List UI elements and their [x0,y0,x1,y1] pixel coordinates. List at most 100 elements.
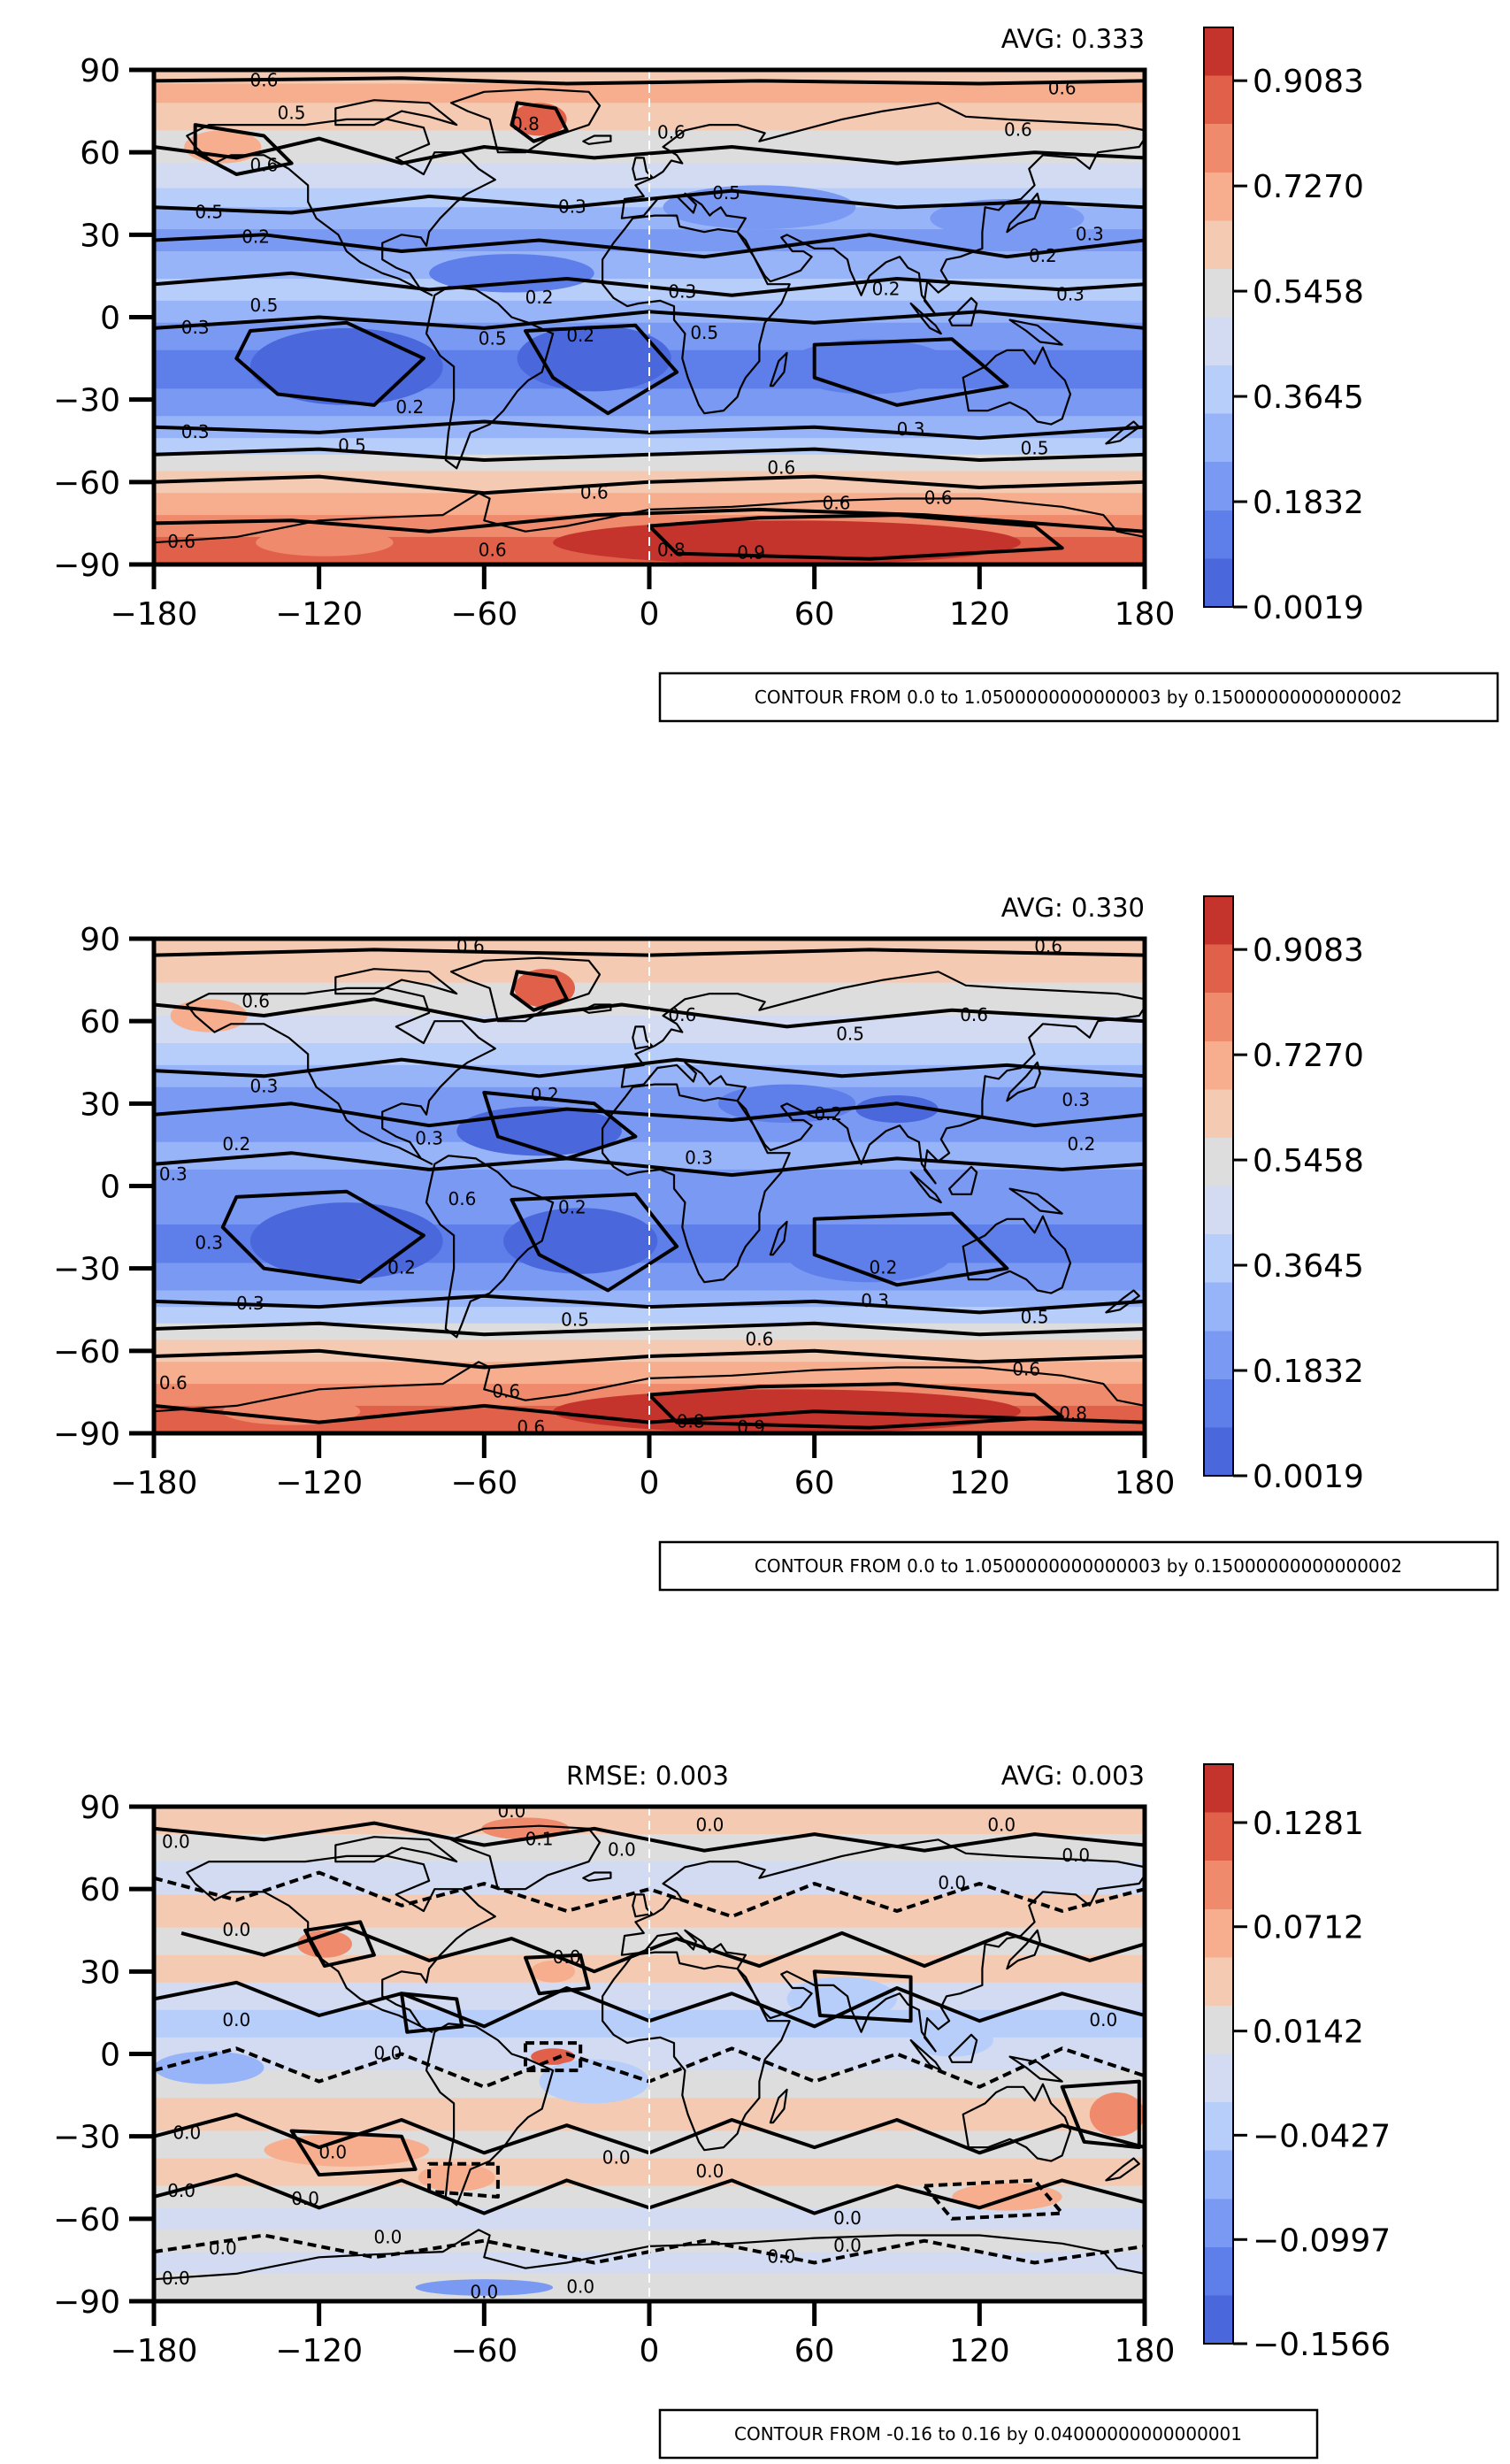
contour-label-22: 0.0 [374,2227,402,2248]
contour-label-1: 0.1 [525,1828,554,1849]
colorbar-tick-label-5: 0.0019 [1253,1459,1364,1495]
field-blob-9 [256,528,394,557]
contour-label-31: 0.6 [517,1416,545,1438]
contour-line-13 [510,970,569,1012]
contour-label-16: 0.3 [685,1147,713,1168]
panel-2: AVG: 0.330 0.6 0.60.60.6 0.60.50.3 0.2 0.30.… [53,893,1499,1592]
x-tick-label-5: 120 [949,596,1010,633]
contour-label-3: 0.6 [668,1004,696,1025]
contour-line-6 [510,1192,679,1293]
field-blob-5 [930,198,1085,238]
contour-line-2 [154,1057,1145,1078]
land-outline-10 [948,2033,978,2063]
colorbar-ticks: 0.9083 0.7270 0.5458 0.3645 0.1832 0.0019 [1233,64,1364,626]
contour-line-6 [234,320,425,407]
field-blob-5 [418,2163,495,2192]
colorbar-tick-label-3: −0.0427 [1253,2118,1391,2154]
land-outline-4 [602,214,791,415]
contour-label-6: 0.3 [250,1076,279,1097]
contour-line-1 [154,1870,1145,1919]
x-tick-label-3: 0 [640,596,660,633]
field-blob-0 [249,1202,443,1280]
colorbar-tick-label-0: 0.9083 [1253,64,1364,100]
field-blob-2 [786,339,953,395]
colorbar-tick-label-3: 0.3645 [1253,1248,1364,1285]
contour-label-19: 0.2 [870,1257,898,1278]
y-tick-label-4: −30 [53,1252,120,1288]
contour-label-25: 0.0 [566,2276,594,2297]
contour-line-8 [812,337,1009,407]
colorbar-tick-label-4: 0.1832 [1253,1354,1364,1390]
land-outline-2 [449,956,602,1023]
contour-label-4: 0.0 [987,1815,1016,1836]
contour-line-1 [154,997,1145,1029]
land-outline-6 [154,492,1145,544]
contour-line-8 [303,1920,376,1969]
land-outline-9 [909,1171,942,1204]
y-tick-label-3: 0 [100,2038,120,2074]
contour-label-12: 0.3 [1076,223,1104,244]
contour-label-22: 0.5 [561,1309,589,1331]
contour-label-30: 0.6 [924,487,953,508]
colorbar-tick-label-0: 0.1281 [1253,1806,1364,1842]
land-outline-7 [632,1025,654,1050]
contour-line-5 [220,1189,425,1285]
y-tick-label-0: 90 [80,922,120,958]
avg-label: AVG: 0.003 [1001,1761,1145,1791]
contour-label-24: 0.5 [338,434,366,456]
x-axis: −180 −120 −60 0 60 120 180 [111,2301,1176,2369]
land-outline-10 [948,1165,978,1195]
y-tick-label-4: −30 [53,383,120,419]
x-tick-label-2: −60 [450,2333,517,2369]
colorbar: 0.9083 0.7270 0.5458 0.3645 0.1832 0.0019 [1203,895,1364,1495]
colorbar-tick-label-5: 0.0019 [1253,590,1364,626]
y-tick-label-4: −30 [53,2120,120,2156]
land-outline-2 [449,1824,602,1891]
contour-line-16 [923,2178,1064,2221]
contour-label-14: 0.6 [448,1188,477,1209]
land-outline-13 [582,134,612,145]
colorbar-ramp [1203,895,1234,1477]
contour-line-2 [180,1925,1145,1974]
contour-label-1: 0.6 [1034,935,1062,956]
y-tick-label-5: −60 [53,2202,120,2238]
x-tick-label-6: 180 [1115,2333,1176,2369]
contour-label-13: 0.3 [159,1163,188,1185]
contour-label-12: 0.2 [1068,1133,1096,1155]
contour-label-7: 0.0 [938,1872,966,1893]
x-tick-label-2: −60 [450,1465,517,1501]
contour-line-7 [524,323,679,416]
contour-label-8: 0.3 [1062,1089,1090,1110]
contour-label-29: 0.8 [677,1411,705,1432]
contour-label-32: 0.6 [479,539,507,560]
contour-line-13 [427,2161,500,2199]
contour-label-33: 0.8 [657,539,686,560]
field-blob-1 [517,325,671,392]
y-tick-label-2: 30 [80,1086,120,1123]
contour-line-7 [482,1090,638,1161]
contour-line-3 [154,233,1145,259]
y-tick-label-2: 30 [80,218,120,254]
contour-label-1: 0.5 [278,103,306,124]
contour-label-28: 0.6 [580,481,609,503]
colorbar-tick-label-3: 0.3645 [1253,380,1364,416]
contour-label-11: 0.2 [1029,245,1057,266]
contour-label-13: 0.0 [172,2122,201,2144]
map-area: 0.6 0.6 0.6 0.6 0.6 0.5 0.3 0.2 0.3 0.2 0.3 0.2 0.2 0… [151,935,1147,1438]
contour-note: CONTOUR FROM 0.0 to 1.0500000000000003 b… [658,672,1499,723]
contour-label-18: 0.3 [181,317,210,338]
contour-line-14 [812,1969,913,2023]
map-area: 0.6 0.5 0.6 0.8 0.6 0.6 0.6 0.5 0.2 0.3 0.5 0.2 0.3 0… [151,67,1147,567]
land-outline-14 [334,968,458,995]
contour-line-15 [193,123,294,176]
contour-label-27: 0.6 [767,457,795,478]
colorbar-tick-label-4: 0.1832 [1253,485,1364,521]
contour-line-14 [510,101,569,143]
panel-3-difference: AVG: 0.003 RMSE: 0.003 0.00.10.00.0 0.00.… [53,1761,1391,2460]
contour-label-layer: 0.0 0.1 0.0 0.0 0.0 0.0 0.0 0.0 0.0 0.0 0.0 0.0 0.0 0… [162,1807,1117,2301]
contour-label-10: 0.3 [415,1128,443,1149]
land-outline-3 [620,971,1145,1185]
contour-label-21: 0.3 [861,1290,889,1311]
contour-label-15: 0.2 [872,278,901,299]
colorbar-tick-label-1: 0.7270 [1253,1038,1364,1074]
